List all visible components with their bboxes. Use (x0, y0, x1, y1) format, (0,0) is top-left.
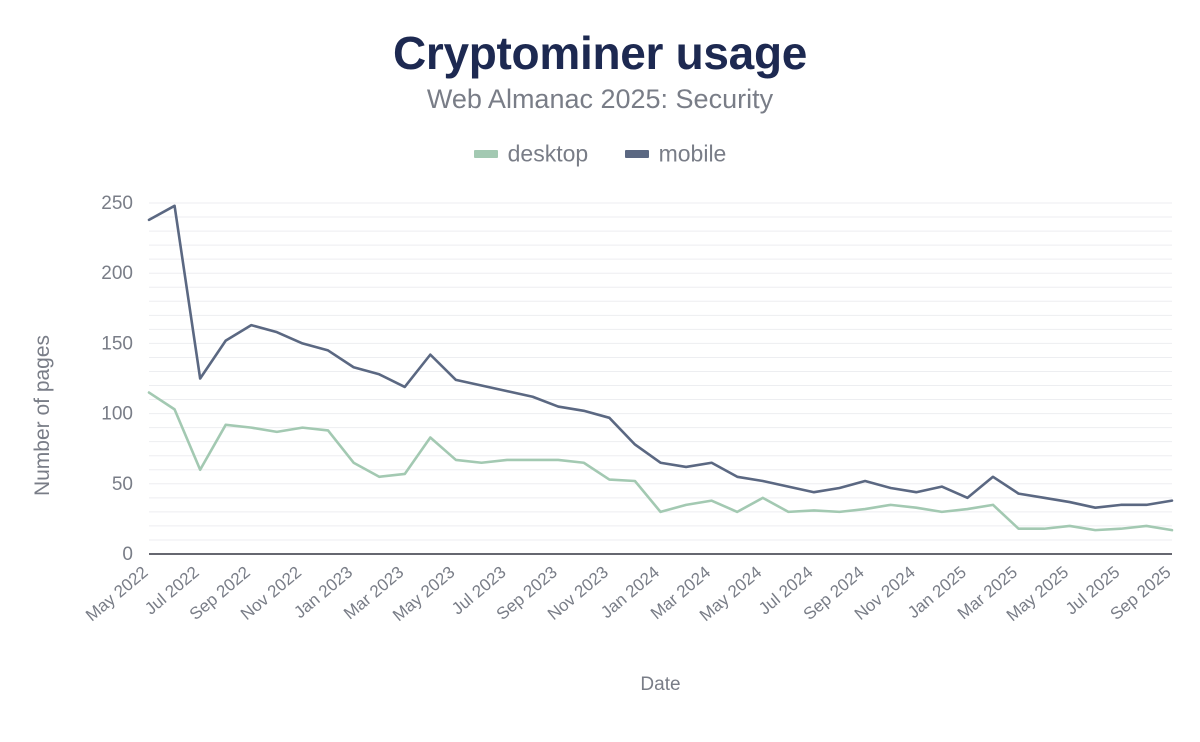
svg-text:0: 0 (122, 544, 133, 565)
svg-text:50: 50 (112, 474, 133, 495)
svg-text:100: 100 (101, 404, 133, 425)
svg-text:150: 150 (101, 333, 133, 354)
svg-text:May 2022: May 2022 (82, 563, 151, 626)
svg-text:200: 200 (101, 263, 133, 284)
svg-text:250: 250 (101, 193, 133, 214)
